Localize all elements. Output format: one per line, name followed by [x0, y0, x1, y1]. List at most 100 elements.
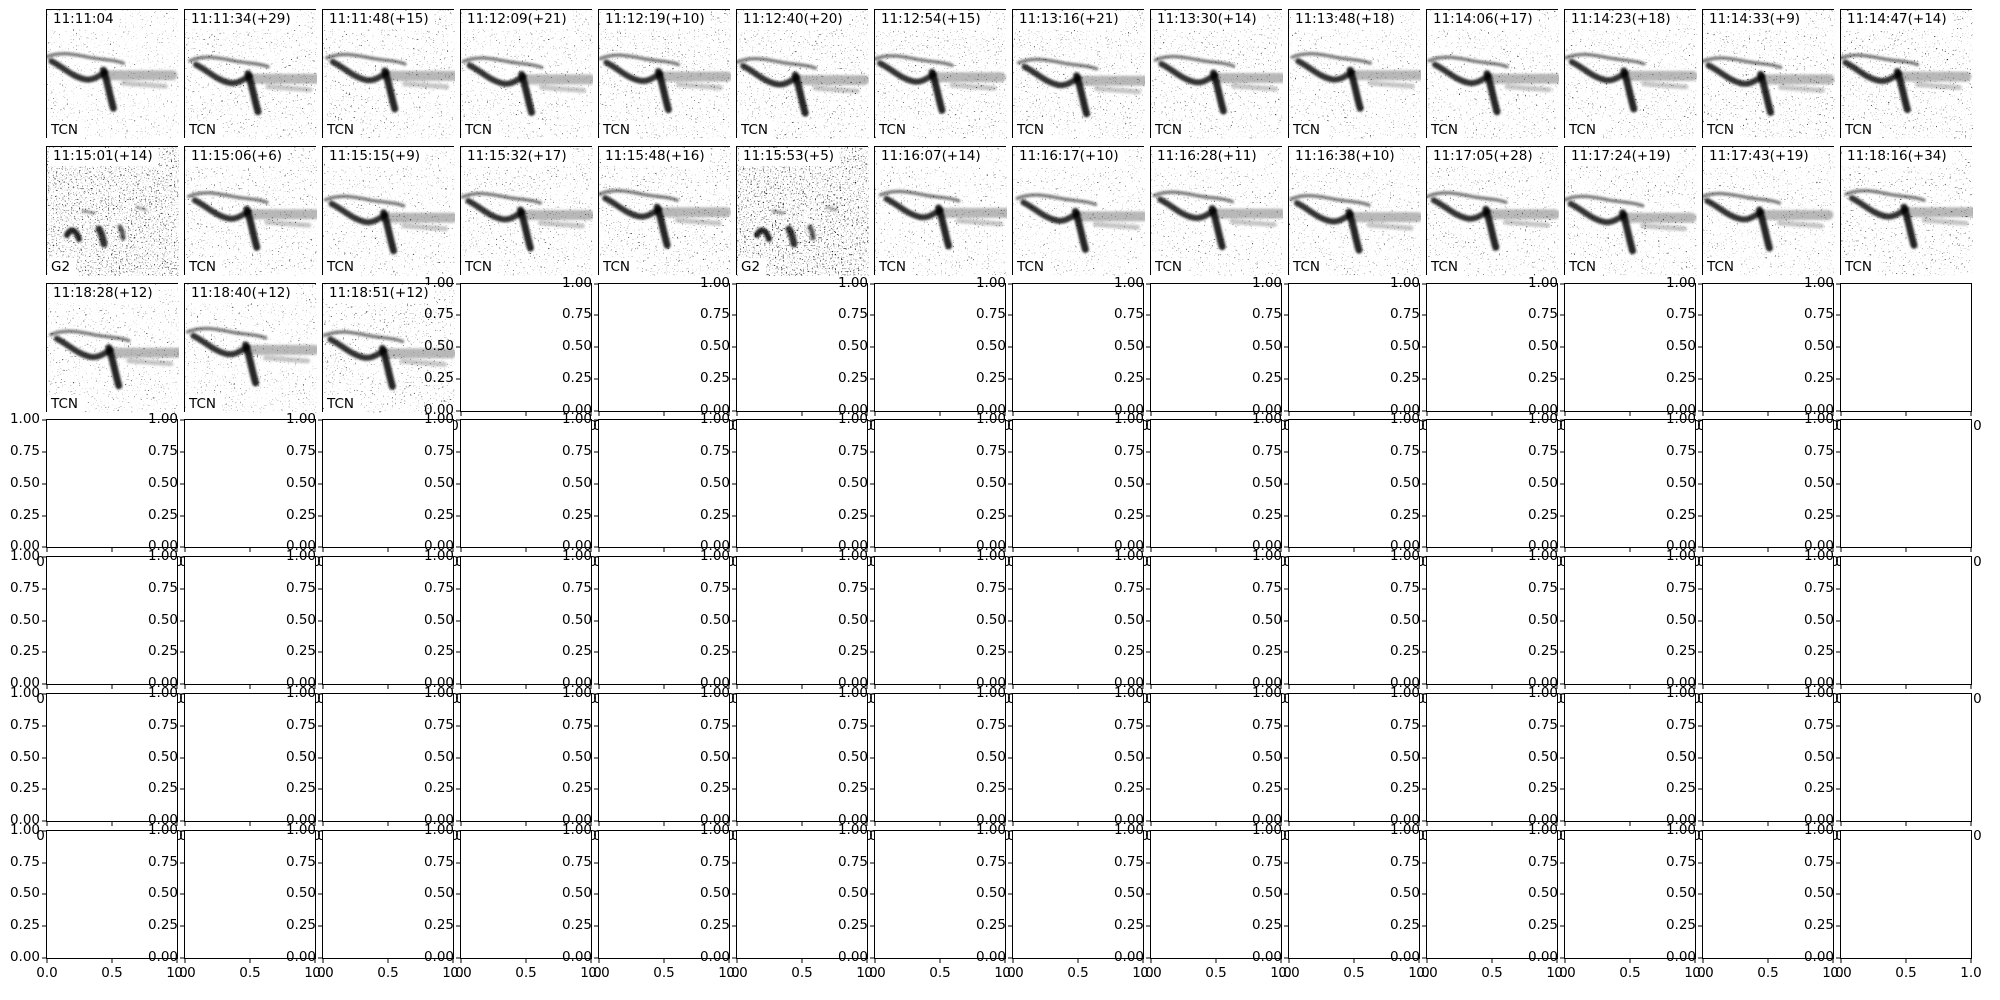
spectrogram-panel: 11:16:07(+14) TCN: [874, 145, 1007, 277]
spectrogram-panel: 11:12:19(+10) TCN: [598, 9, 731, 140]
x-tick-mark: [1418, 685, 1420, 690]
y-tick-label: 0.75: [1527, 716, 1558, 733]
x-tick-mark: [1280, 411, 1282, 416]
y-tick-mark: [732, 757, 736, 758]
y-tick-label: 0.50: [285, 474, 316, 491]
y-tick-label: 0.50: [1665, 885, 1696, 902]
y-tick-mark: [594, 546, 598, 548]
y-tick-label: 0.00: [1251, 538, 1282, 555]
x-tick-mark: [1564, 958, 1566, 963]
x-tick-mark: [866, 822, 868, 826]
empty-axes: 1.000.750.500.250.000.00.51.0: [10, 412, 188, 569]
x-tick-mark: [1280, 548, 1282, 553]
y-tick-label: 1.00: [285, 685, 316, 702]
y-tick-label: 0.00: [1527, 948, 1558, 965]
y-tick-mark: [180, 546, 184, 548]
y-tick-mark: [42, 757, 46, 758]
y-tick-mark: [318, 893, 322, 895]
y-tick-label: 1.00: [1251, 548, 1282, 565]
y-tick-mark: [732, 556, 736, 558]
y-tick-mark: [594, 483, 598, 485]
y-tick-label: 0.00: [1665, 675, 1696, 692]
y-tick-mark: [594, 419, 598, 421]
y-tick-label: 0.50: [1803, 748, 1834, 765]
y-tick-mark: [1560, 314, 1564, 316]
y-tick-mark: [1698, 556, 1702, 558]
spectrogram-panel: 11:15:48(+16) TCN: [598, 145, 731, 277]
x-tick-mark: [525, 411, 527, 416]
y-tick-label: 0.00: [9, 675, 40, 692]
y-tick-label: 1.00: [837, 548, 868, 565]
panel-model-label: TCN: [600, 121, 636, 140]
x-tick-label: 1.0: [994, 964, 1016, 981]
spectrogram-image: [875, 146, 1007, 276]
x-tick-mark: [1905, 685, 1907, 690]
x-tick-label: 0.0: [864, 964, 886, 981]
y-tick-mark: [1698, 283, 1702, 285]
y-tick-label: 0.25: [1665, 369, 1696, 386]
x-tick-mark: [1832, 822, 1834, 826]
y-tick-label: 1.00: [1665, 411, 1696, 428]
panel-model-label: G2: [738, 257, 767, 277]
y-tick-label: 0.00: [699, 401, 730, 418]
y-tick-mark: [1008, 483, 1012, 485]
y-tick-label: 0.75: [975, 853, 1006, 870]
y-tick-label: 0.75: [1665, 853, 1696, 870]
y-tick-mark: [1698, 862, 1702, 864]
x-tick-mark: [314, 685, 316, 690]
empty-axes: 1.000.750.500.250.000.00.51.0: [562, 686, 740, 843]
x-tick-mark: [1426, 548, 1428, 553]
x-tick-mark: [1288, 685, 1290, 690]
panel-timestamp: 11:11:48(+15): [325, 11, 434, 29]
y-tick-label: 0.75: [561, 853, 592, 870]
x-tick-mark: [111, 548, 113, 553]
y-tick-label: 0.75: [1389, 579, 1420, 596]
y-tick-label: 0.50: [561, 474, 592, 491]
y-tick-label: 0.25: [1389, 369, 1420, 386]
y-tick-mark: [1836, 515, 1840, 517]
y-tick-label: 0.00: [285, 812, 316, 829]
y-tick-mark: [456, 725, 460, 727]
y-tick-label: 0.75: [1251, 579, 1282, 596]
y-tick-mark: [42, 893, 46, 895]
spectrogram-image: [1703, 10, 1835, 139]
empty-axes: 1.000.750.500.250.000.00.51.0: [1114, 275, 1292, 432]
spectrogram-panel: 11:16:38(+10) TCN: [1288, 145, 1421, 277]
y-tick-label: 0.75: [1251, 853, 1282, 870]
y-tick-mark: [1146, 588, 1150, 590]
x-tick-mark: [1353, 411, 1355, 416]
y-tick-mark: [180, 515, 184, 517]
y-tick-label: 0.75: [1803, 853, 1834, 870]
y-tick-mark: [1284, 830, 1288, 832]
y-tick-label: 0.00: [837, 948, 868, 965]
x-tick-mark: [46, 822, 48, 826]
y-tick-mark: [1836, 378, 1840, 380]
y-tick-label: 0.75: [423, 306, 454, 323]
y-tick-label: 0.00: [1389, 812, 1420, 829]
x-tick-mark: [1840, 548, 1842, 553]
y-tick-label: 0.25: [561, 369, 592, 386]
y-tick-mark: [318, 515, 322, 517]
y-tick-label: 1.00: [9, 821, 40, 838]
y-tick-mark: [1836, 757, 1840, 758]
y-tick-mark: [1422, 410, 1426, 412]
y-tick-mark: [1008, 683, 1012, 685]
y-tick-label: 0.25: [1803, 506, 1834, 523]
y-tick-label: 0.25: [147, 506, 178, 523]
y-tick-label: 0.75: [423, 853, 454, 870]
y-tick-label: 1.00: [1527, 685, 1558, 702]
y-tick-mark: [42, 483, 46, 485]
y-tick-mark: [1422, 378, 1426, 380]
y-tick-mark: [732, 410, 736, 412]
y-tick-mark: [1560, 620, 1564, 622]
x-tick-mark: [1767, 411, 1769, 416]
y-tick-mark: [1284, 862, 1288, 864]
x-tick-label: 0.0: [1554, 964, 1576, 981]
y-tick-label: 0.00: [561, 401, 592, 418]
x-tick-mark: [801, 685, 803, 690]
y-tick-mark: [732, 620, 736, 622]
y-tick-mark: [1836, 957, 1840, 959]
y-tick-label: 0.00: [561, 538, 592, 555]
y-tick-mark: [1560, 515, 1564, 517]
